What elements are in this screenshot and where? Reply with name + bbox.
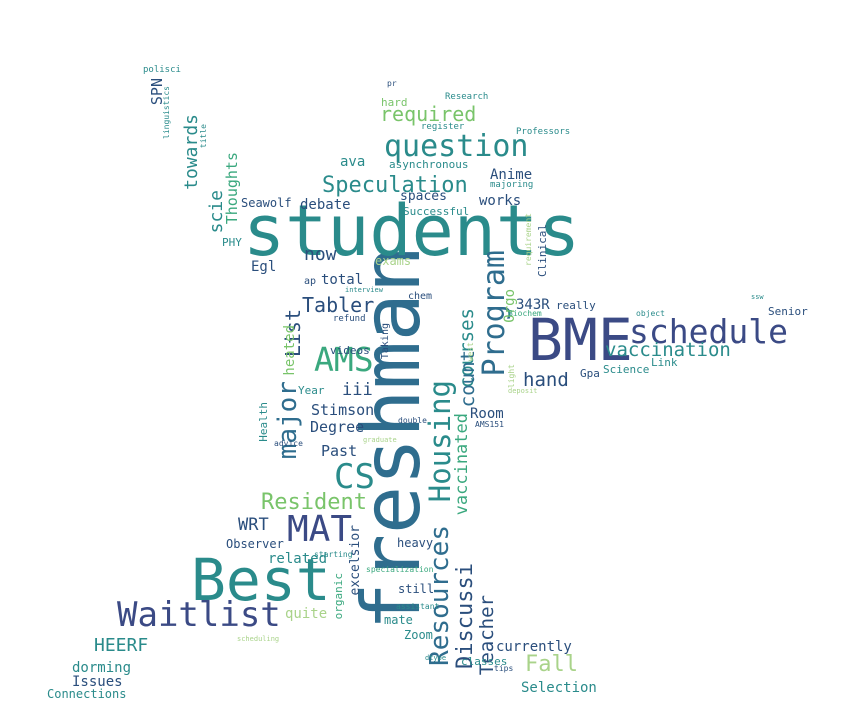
word: videos xyxy=(330,344,370,357)
word: assistant xyxy=(396,602,440,611)
word: heated xyxy=(282,325,298,376)
word: refund xyxy=(333,314,366,324)
word: Taking xyxy=(380,323,391,360)
word: BME xyxy=(528,306,633,374)
word: exams xyxy=(375,254,412,268)
word: PHY xyxy=(222,236,242,249)
word: really xyxy=(556,299,596,312)
word: CS xyxy=(334,457,375,497)
word: Biochem xyxy=(508,309,542,318)
word: Best xyxy=(191,546,331,614)
word: currently xyxy=(496,639,572,655)
word: Successful xyxy=(403,205,470,218)
word: Anime xyxy=(490,167,533,183)
word: Senior xyxy=(768,305,808,318)
word: linguistics xyxy=(162,86,171,139)
word: Waitlist xyxy=(117,595,281,635)
word: majoring xyxy=(490,180,534,190)
word: ap xyxy=(304,276,317,287)
word: vaccinated xyxy=(452,413,472,516)
word: advice xyxy=(274,439,303,448)
word: Seawolf xyxy=(241,196,292,210)
word: Housing xyxy=(423,380,457,503)
word: Year xyxy=(298,384,325,397)
word: WRT xyxy=(238,515,269,535)
word: Resident xyxy=(261,490,367,515)
word: requirement xyxy=(524,213,533,266)
word: west xyxy=(466,342,475,362)
word: object xyxy=(636,309,665,318)
word: Science xyxy=(603,363,650,376)
word: AMS xyxy=(314,340,374,379)
word: quite xyxy=(285,606,328,622)
word: iii xyxy=(342,380,373,400)
word: ava xyxy=(340,154,366,170)
word: register xyxy=(421,122,465,132)
word: students xyxy=(243,190,581,272)
word: scheduling xyxy=(237,635,280,643)
word: pr xyxy=(387,79,397,88)
word: Room xyxy=(470,406,504,422)
word: Research xyxy=(445,92,489,102)
word: chem xyxy=(408,291,433,302)
word: interview xyxy=(345,286,383,294)
word: excelsior xyxy=(348,525,363,596)
word: hand xyxy=(523,369,569,391)
word: polisci xyxy=(143,65,181,75)
word: Selection xyxy=(521,680,597,696)
word: Professors xyxy=(516,127,571,137)
word: organic xyxy=(332,573,345,620)
word: heavy xyxy=(397,536,434,550)
word: dtype xyxy=(425,654,447,662)
word: Issues xyxy=(72,674,123,690)
word: double xyxy=(398,416,427,425)
word: Discussi xyxy=(453,563,478,669)
word: classes xyxy=(461,655,508,668)
word: Speculation xyxy=(322,173,468,198)
word: specialization xyxy=(366,565,434,574)
word: starting xyxy=(314,550,353,559)
word: Thoughts xyxy=(223,152,241,225)
word: deposit xyxy=(508,387,538,395)
word: works xyxy=(479,193,522,209)
word: asynchronous xyxy=(389,158,469,171)
word: AMS151 xyxy=(475,420,504,429)
word: Fall xyxy=(525,652,578,677)
word: Stimson xyxy=(311,401,375,419)
word: MAT xyxy=(287,509,353,550)
word: tips xyxy=(494,664,514,673)
word: Gpa xyxy=(580,367,600,380)
word: Degree xyxy=(310,418,365,436)
word: Link xyxy=(651,356,678,369)
word: vaccination xyxy=(605,339,731,361)
word: total xyxy=(321,272,364,288)
word: spaces xyxy=(400,189,447,204)
word: question xyxy=(384,129,529,164)
word: still xyxy=(398,582,435,596)
word: debate xyxy=(300,197,351,213)
word: Zoom xyxy=(404,628,433,642)
word: title xyxy=(199,124,208,149)
word: Health xyxy=(257,402,270,442)
word: schedule xyxy=(629,312,788,351)
word: HEERF xyxy=(94,635,149,656)
word: Tabler xyxy=(302,293,375,317)
word: graduate xyxy=(363,436,397,444)
word: dorming xyxy=(72,660,132,676)
word: required xyxy=(380,102,477,126)
word: now xyxy=(304,244,337,265)
word: light xyxy=(507,364,516,389)
word: Observer xyxy=(226,537,284,551)
word: ssw xyxy=(751,293,764,301)
word: related xyxy=(268,551,328,567)
word: hard xyxy=(381,96,408,109)
word: mate xyxy=(384,613,413,627)
word: Connections xyxy=(47,687,127,701)
word: Past xyxy=(321,442,358,460)
word: 343R xyxy=(516,297,550,313)
word: Egl xyxy=(251,259,277,275)
word: Clinical xyxy=(536,224,549,277)
